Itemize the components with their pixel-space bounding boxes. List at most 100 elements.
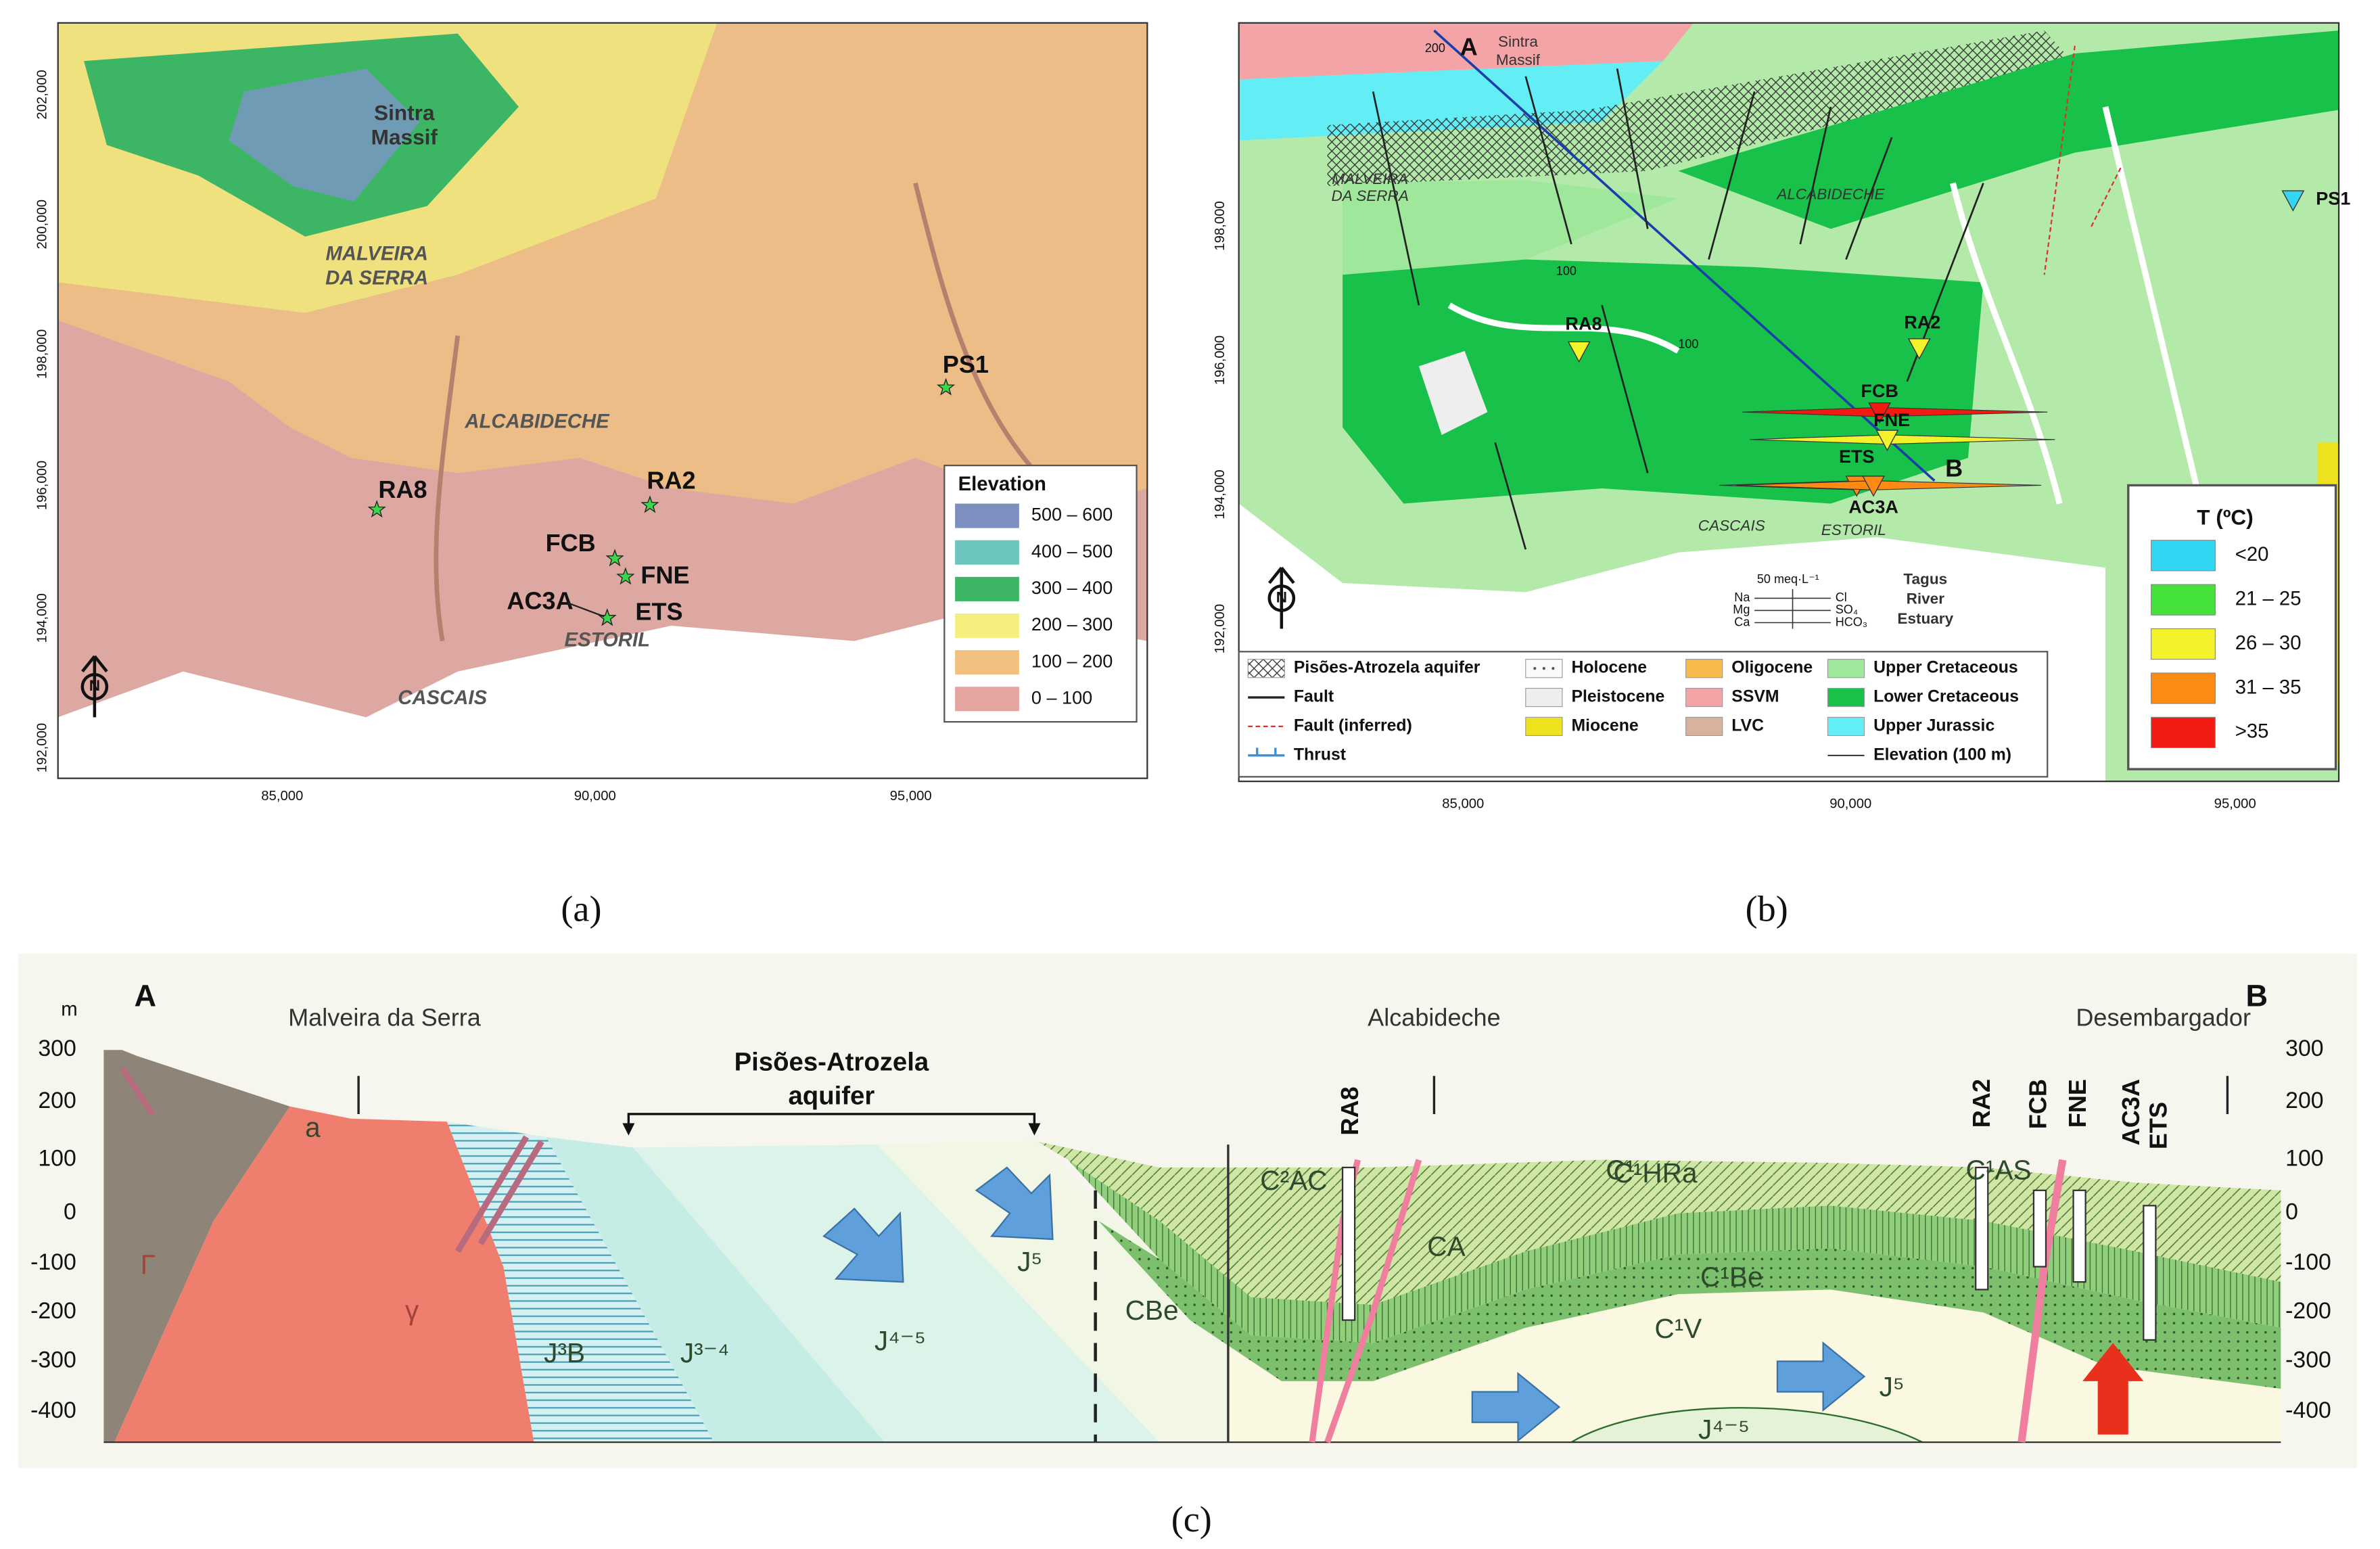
legend-label: Fault (inferred) [1294, 716, 1412, 735]
y-tick-label: 194,000 [1213, 469, 1228, 519]
geology-map-shape [1327, 30, 2075, 187]
unit-label: C²AC [1260, 1165, 1327, 1196]
y-tick-label: 192,000 [1213, 604, 1228, 653]
y-tick-label: 196,000 [35, 461, 50, 510]
geology-map-shape [1678, 30, 2339, 229]
unit-label: J⁵ [1017, 1246, 1042, 1277]
legend-label: Miocene [1571, 716, 1638, 735]
x-tick-label: 90,000 [1829, 796, 1871, 811]
y-tick-label: 200,000 [35, 200, 50, 249]
cross-section-shape-shape [2072, 1189, 2086, 1283]
cross-section-shape [103, 1050, 290, 1443]
legend-swatch [1827, 716, 1865, 737]
cross-section-shape-shape [975, 1166, 1054, 1241]
cross-section-shape [627, 1113, 1036, 1130]
legend-swatch [955, 687, 1019, 712]
y-tick-label: 202,000 [35, 70, 50, 119]
cross-section-shape [446, 1122, 714, 1443]
legend-label: Pisões-Atrozela aquifer [1294, 659, 1480, 677]
contour-label: 200 [1425, 41, 1445, 55]
north-arrow [81, 655, 108, 718]
well-marker [616, 567, 635, 585]
legend-swatch [955, 503, 1019, 528]
unit-label: C¹HRa [1613, 1157, 1697, 1188]
place-label: DA SERRA [1331, 187, 1408, 204]
stiff-diagram [1736, 480, 2042, 490]
legend-label: 100 – 200 [1031, 650, 1113, 671]
cross-section-shape [877, 1141, 1228, 1443]
legend-label: 400 – 500 [1031, 540, 1113, 561]
well-marker [936, 377, 956, 396]
well-label: RA2 [1904, 311, 1940, 332]
unit-label: γ [405, 1295, 419, 1326]
unit-label: C¹AS [1966, 1154, 2032, 1185]
y-tick-label: 300 [2285, 1036, 2323, 1061]
y-tick-label: -300 [2285, 1347, 2331, 1372]
y-tick-label: 300 [38, 1036, 76, 1061]
y-tick-label: -400 [2285, 1397, 2331, 1423]
place-label: Massif [1496, 51, 1541, 68]
well-marker [2281, 190, 2305, 212]
unit-label: CA [1427, 1230, 1465, 1262]
legend-label: SSVM [1731, 688, 1779, 706]
legend-label: Lower Cretaceous [1873, 688, 2019, 706]
cross-section-shape [633, 1145, 1160, 1443]
cross-section-shape [1341, 1166, 2157, 1341]
legend-swatch [2151, 672, 2216, 704]
place-label: ALCABIDECHE [464, 411, 610, 433]
legend-label: Upper Cretaceous [1873, 659, 2018, 677]
elevation-map-shape [57, 610, 1148, 779]
well-label: FNE [1873, 409, 1910, 430]
legend-swatch [955, 540, 1019, 565]
legend-label: Fault [1294, 688, 1334, 706]
legend-line [1248, 747, 1285, 757]
well-label: FCB [2024, 1079, 2051, 1129]
well-label: RA2 [1967, 1079, 1995, 1128]
legend-title: Elevation [958, 473, 1046, 495]
place-label: Alcabideche [1368, 1004, 1501, 1032]
x-tick-label: 95,000 [2214, 796, 2256, 811]
place-label: CASCAIS [1698, 517, 1765, 534]
legend-swatch [1542, 667, 1545, 670]
axis-unit: m [61, 998, 77, 1020]
cross-section-shape [546, 1136, 885, 1443]
ion-label: SO₄ [1836, 603, 1858, 616]
y-tick-label: -100 [2285, 1249, 2331, 1275]
well-label: FCB [546, 529, 596, 557]
place-label: ALCABIDECHE [1775, 186, 1885, 203]
legend-swatch [1247, 659, 1285, 678]
cross-section-shape-shape [822, 1207, 904, 1283]
legend-label: <20 [2235, 543, 2269, 565]
legend-label: Thrust [1294, 745, 1346, 764]
stiff-diagram [1742, 407, 2048, 417]
geology-map-shape [1418, 350, 1488, 436]
elevation-map-shape [229, 68, 420, 202]
place-label: Malveira da Serra [288, 1004, 482, 1032]
section-end: B [2245, 978, 2268, 1013]
legend-label: LVC [1731, 716, 1764, 735]
y-tick-label: 100 [38, 1146, 76, 1172]
well-label: ETS [2145, 1102, 2172, 1149]
y-tick-label: 192,000 [35, 723, 50, 772]
legend-label: Oligocene [1731, 659, 1813, 677]
ion-label: Cl [1836, 591, 1847, 604]
y-tick-label: 0 [2285, 1199, 2298, 1225]
unit-label: a [305, 1111, 321, 1142]
legend-swatch [1827, 687, 1865, 708]
place-label: Sintra [374, 101, 435, 125]
well-marker [1868, 402, 1892, 424]
legend-swatch [1525, 687, 1563, 708]
geology-map-shape [1433, 29, 1936, 482]
y-tick-label: 198,000 [1213, 201, 1228, 250]
cross-section-shape [1570, 1407, 1923, 1443]
legend-label: 21 – 25 [2235, 587, 2302, 609]
legend-swatch [1551, 667, 1555, 670]
legend-swatch [1827, 659, 1865, 678]
well-marker [1907, 338, 1931, 360]
place-label: MALVEIRA [325, 243, 427, 265]
well-label: PS1 [2316, 188, 2350, 209]
unit-label: J⁵ [1880, 1371, 1905, 1402]
place-label: ESTORIL [1821, 522, 1886, 538]
y-tick-label: 200 [2285, 1088, 2323, 1113]
ion-label: Na [1734, 591, 1750, 604]
